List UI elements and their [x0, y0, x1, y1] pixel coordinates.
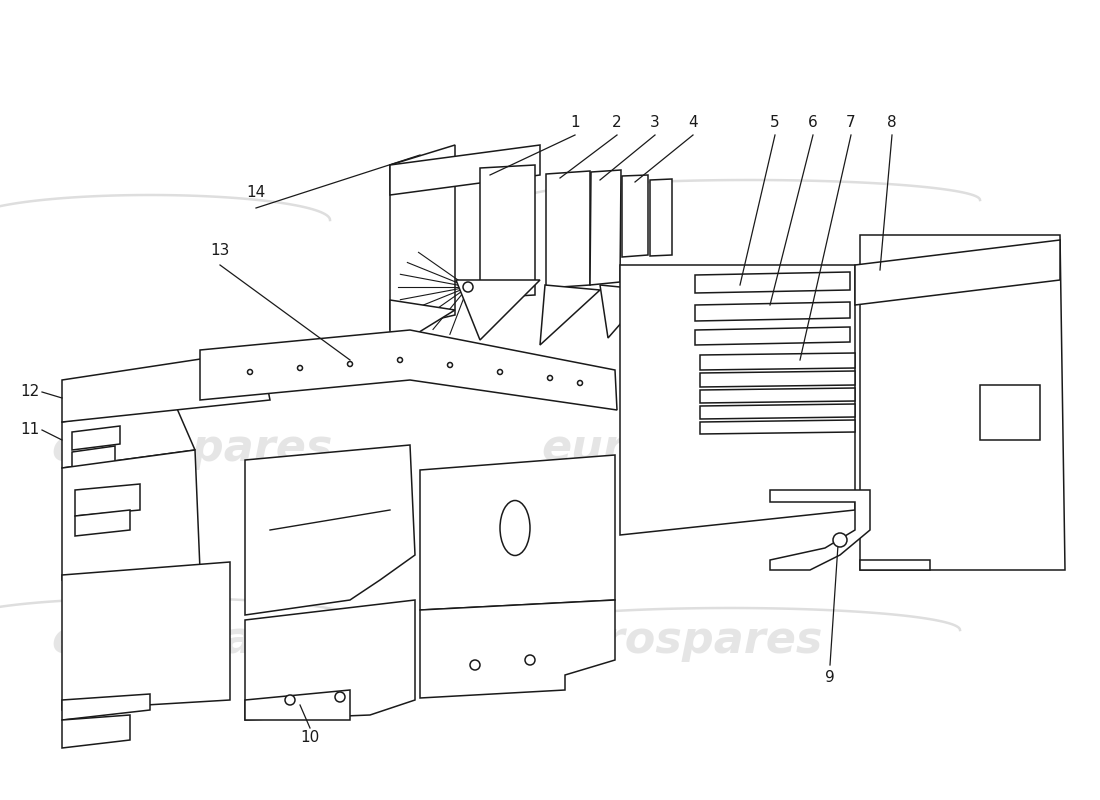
Text: 6: 6 [808, 115, 818, 130]
Polygon shape [456, 280, 540, 340]
Circle shape [448, 362, 452, 367]
Circle shape [578, 381, 583, 386]
Text: 10: 10 [300, 730, 320, 745]
Polygon shape [546, 171, 590, 288]
Text: 7: 7 [846, 115, 856, 130]
Polygon shape [62, 404, 195, 468]
Polygon shape [62, 350, 270, 422]
Circle shape [336, 692, 345, 702]
Polygon shape [700, 371, 855, 387]
Polygon shape [62, 694, 150, 720]
Polygon shape [72, 426, 120, 450]
Polygon shape [700, 388, 855, 403]
Text: 12: 12 [21, 385, 40, 399]
Circle shape [248, 370, 253, 374]
Polygon shape [695, 272, 850, 293]
Polygon shape [770, 490, 870, 570]
Polygon shape [75, 484, 140, 516]
Text: 11: 11 [21, 422, 40, 438]
Circle shape [833, 533, 847, 547]
Polygon shape [62, 450, 200, 580]
Polygon shape [695, 327, 850, 345]
Polygon shape [695, 302, 850, 321]
Polygon shape [700, 404, 855, 419]
Circle shape [497, 370, 503, 374]
Text: eurospares: eurospares [541, 618, 823, 662]
Polygon shape [540, 285, 600, 345]
Polygon shape [420, 600, 615, 698]
Polygon shape [480, 165, 535, 298]
Polygon shape [600, 285, 650, 338]
Polygon shape [652, 340, 680, 360]
Polygon shape [590, 170, 621, 285]
Circle shape [397, 358, 403, 362]
Polygon shape [860, 560, 930, 570]
Polygon shape [62, 715, 130, 748]
Text: 2: 2 [613, 115, 621, 130]
Polygon shape [620, 265, 855, 535]
Text: 3: 3 [650, 115, 660, 130]
Text: eurospares: eurospares [541, 426, 823, 470]
Polygon shape [75, 510, 130, 536]
Polygon shape [390, 145, 540, 195]
Polygon shape [980, 385, 1040, 440]
Text: 1: 1 [570, 115, 580, 130]
Text: 9: 9 [825, 670, 835, 685]
Circle shape [463, 282, 473, 292]
Circle shape [348, 362, 352, 366]
Polygon shape [245, 600, 415, 720]
Circle shape [548, 375, 552, 381]
Circle shape [297, 366, 302, 370]
Circle shape [525, 655, 535, 665]
Polygon shape [390, 145, 455, 330]
Text: 8: 8 [888, 115, 896, 130]
Text: 5: 5 [770, 115, 780, 130]
Text: 13: 13 [210, 243, 230, 258]
Text: eurospares: eurospares [52, 618, 333, 662]
Polygon shape [390, 300, 455, 350]
Polygon shape [62, 562, 230, 710]
Polygon shape [245, 690, 350, 720]
Polygon shape [652, 290, 680, 335]
Polygon shape [72, 446, 116, 468]
Polygon shape [700, 420, 855, 434]
Ellipse shape [500, 501, 530, 555]
Polygon shape [855, 240, 1060, 305]
Polygon shape [245, 445, 415, 615]
Text: 4: 4 [689, 115, 697, 130]
Polygon shape [860, 235, 1065, 570]
Polygon shape [621, 175, 648, 257]
Polygon shape [650, 179, 672, 256]
Polygon shape [200, 330, 617, 410]
Text: 14: 14 [246, 185, 265, 200]
Polygon shape [700, 353, 855, 370]
Polygon shape [420, 455, 615, 610]
Text: eurospares: eurospares [52, 426, 333, 470]
Circle shape [470, 660, 480, 670]
Circle shape [285, 695, 295, 705]
